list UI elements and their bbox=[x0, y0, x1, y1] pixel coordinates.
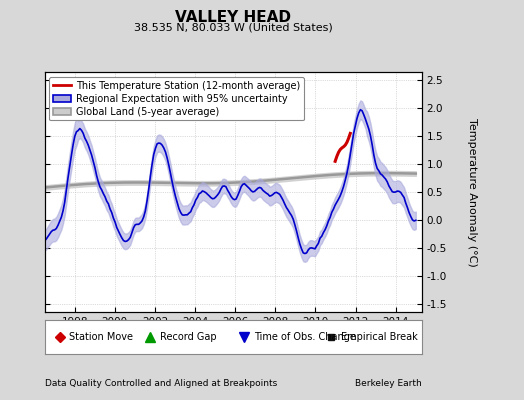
Text: 38.535 N, 80.033 W (United States): 38.535 N, 80.033 W (United States) bbox=[134, 22, 333, 32]
Text: Station Move: Station Move bbox=[69, 332, 133, 342]
Y-axis label: Temperature Anomaly (°C): Temperature Anomaly (°C) bbox=[466, 118, 476, 266]
Text: Berkeley Earth: Berkeley Earth bbox=[355, 379, 422, 388]
Text: Time of Obs. Change: Time of Obs. Change bbox=[254, 332, 356, 342]
Legend: This Temperature Station (12-month average), Regional Expectation with 95% uncer: This Temperature Station (12-month avera… bbox=[49, 77, 304, 120]
Text: Record Gap: Record Gap bbox=[160, 332, 216, 342]
Text: Data Quality Controlled and Aligned at Breakpoints: Data Quality Controlled and Aligned at B… bbox=[45, 379, 277, 388]
Text: VALLEY HEAD: VALLEY HEAD bbox=[175, 10, 291, 25]
Text: Empirical Break: Empirical Break bbox=[341, 332, 418, 342]
